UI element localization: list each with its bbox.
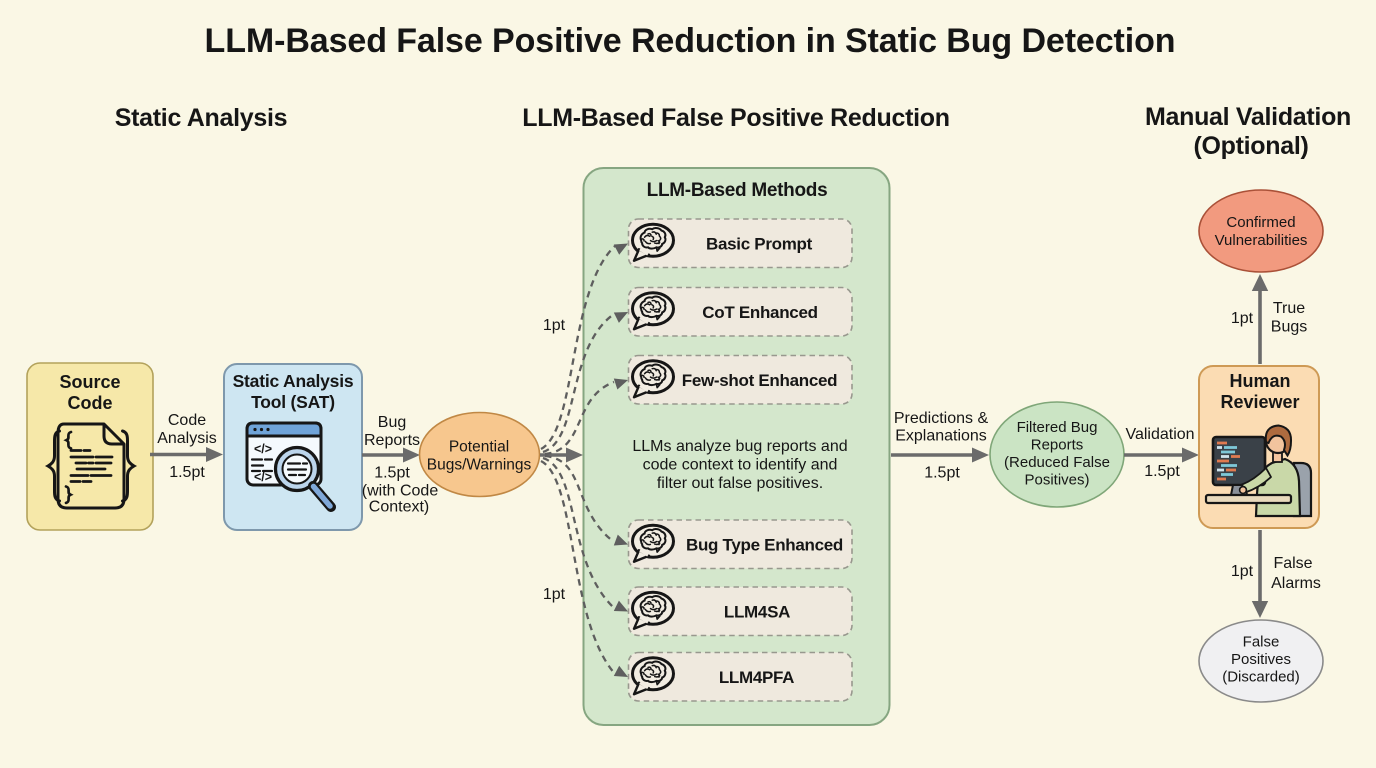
svg-text:Source: Source xyxy=(59,372,120,392)
svg-text:Positives): Positives) xyxy=(1024,472,1089,489)
svg-text:Bugs/Warnings: Bugs/Warnings xyxy=(427,457,532,474)
svg-text:Potential: Potential xyxy=(449,439,509,456)
svg-text:Filtered Bug: Filtered Bug xyxy=(1017,419,1098,436)
svg-text:(Discarded): (Discarded) xyxy=(1222,669,1300,686)
svg-text:1.5pt: 1.5pt xyxy=(169,464,205,481)
svg-text:True: True xyxy=(1273,300,1305,317)
svg-text:Confirmed: Confirmed xyxy=(1226,214,1295,231)
svg-text:Human: Human xyxy=(1229,371,1290,391)
svg-text:Bug: Bug xyxy=(378,414,406,431)
svg-text:</>: </> xyxy=(254,442,272,456)
svg-text:1.5pt: 1.5pt xyxy=(924,465,960,482)
svg-text:False: False xyxy=(1243,634,1280,651)
svg-text:</>: </> xyxy=(254,470,272,484)
svg-text:Vulnerabilities: Vulnerabilities xyxy=(1215,232,1308,249)
svg-text:Few-shot Enhanced: Few-shot Enhanced xyxy=(682,371,837,390)
svg-text:Reviewer: Reviewer xyxy=(1220,392,1299,412)
svg-text:Explanations: Explanations xyxy=(895,428,987,445)
svg-text:1.5pt: 1.5pt xyxy=(374,465,410,482)
svg-text:(Reduced False: (Reduced False xyxy=(1004,454,1110,471)
svg-text:1pt: 1pt xyxy=(1231,563,1254,580)
svg-text:Code: Code xyxy=(168,412,206,429)
svg-text:Context): Context) xyxy=(369,499,429,516)
svg-text:CoT Enhanced: CoT Enhanced xyxy=(702,303,817,322)
svg-text:LLM-Based False Positive Reduc: LLM-Based False Positive Reduction xyxy=(522,104,949,132)
svg-text:Validation: Validation xyxy=(1125,426,1194,443)
svg-text:Basic Prompt: Basic Prompt xyxy=(706,234,813,253)
svg-text:Tool (SAT): Tool (SAT) xyxy=(251,392,335,412)
svg-text:Bug Type Enhanced: Bug Type Enhanced xyxy=(686,535,843,554)
svg-text:LLM-Based False Positive Reduc: LLM-Based False Positive Reduction in St… xyxy=(205,22,1176,60)
svg-text:Positives: Positives xyxy=(1231,651,1291,668)
svg-text:(Optional): (Optional) xyxy=(1193,132,1308,160)
svg-text:1pt: 1pt xyxy=(543,317,566,334)
svg-text:Code: Code xyxy=(68,393,113,413)
svg-text:Reports: Reports xyxy=(364,432,420,449)
svg-text:1.5pt: 1.5pt xyxy=(1144,463,1180,480)
svg-text:Static Analysis: Static Analysis xyxy=(233,371,354,391)
svg-text:LLMs analyze bug reports and: LLMs analyze bug reports and xyxy=(632,438,847,455)
svg-text:LLM-Based Methods: LLM-Based Methods xyxy=(647,180,828,201)
svg-text:LLM4SA: LLM4SA xyxy=(724,602,790,621)
svg-text:(with Code: (with Code xyxy=(362,483,439,500)
svg-text:Static Analysis: Static Analysis xyxy=(115,104,287,132)
svg-text:Manual Validation: Manual Validation xyxy=(1145,103,1351,131)
svg-text:1pt: 1pt xyxy=(543,586,566,603)
svg-text:Reports: Reports xyxy=(1031,437,1084,454)
svg-text:LLM4PFA: LLM4PFA xyxy=(719,668,794,687)
svg-text:False: False xyxy=(1273,555,1312,572)
svg-text:1pt: 1pt xyxy=(1231,310,1254,327)
svg-text:filter out false positives.: filter out false positives. xyxy=(657,475,823,492)
svg-text:Alarms: Alarms xyxy=(1271,575,1321,592)
svg-text:Bugs: Bugs xyxy=(1271,319,1307,336)
svg-text:Analysis: Analysis xyxy=(157,430,217,447)
svg-text:code context to identify and: code context to identify and xyxy=(643,457,838,474)
svg-text:Predictions &: Predictions & xyxy=(894,410,989,427)
